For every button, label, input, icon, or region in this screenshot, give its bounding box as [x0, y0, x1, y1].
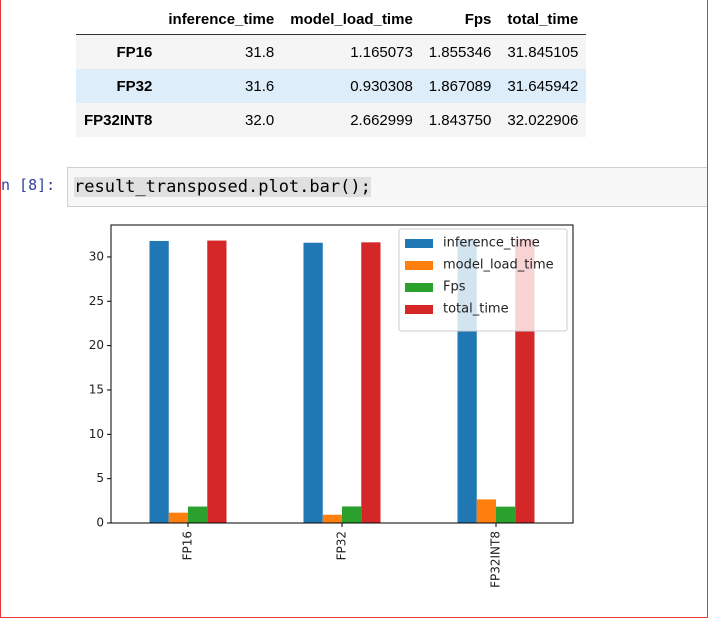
- plot-frame: [110, 224, 574, 524]
- x-tick-label: FP16: [181, 531, 195, 560]
- legend-label: model_load_time: [443, 258, 554, 273]
- legend-box: [398, 228, 568, 332]
- bar: [342, 506, 362, 523]
- y-tick-label: 30: [89, 249, 104, 263]
- legend-label: total_time: [443, 302, 509, 317]
- y-tick-label: 25: [89, 294, 104, 308]
- table-cell: 32.0: [245, 111, 275, 129]
- bar: [496, 506, 516, 523]
- bar: [476, 499, 496, 523]
- y-tick-label: 5: [96, 471, 104, 485]
- table-cell: 1.165073: [350, 43, 413, 61]
- table-cell: 2.662999: [350, 111, 413, 129]
- bar: [168, 512, 188, 523]
- table-cell: 31.8: [245, 43, 275, 61]
- legend-swatch: [405, 261, 433, 270]
- table-row: FP32 31.6 0.930308 1.867089 31.645942: [76, 69, 587, 103]
- table-row: FP16 31.8 1.165073 1.855346 31.845105: [76, 34, 587, 69]
- code: result_transposed.plot.bar();: [74, 177, 371, 197]
- result-table: inference_time model_load_time Fps total_ti…: [76, 4, 587, 137]
- table-cell: 1.843750: [428, 111, 492, 129]
- legend-swatch: [405, 239, 433, 248]
- row-index: FP16: [116, 43, 153, 61]
- table-cell: 1.867089: [428, 77, 492, 95]
- index-header: [76, 4, 161, 35]
- y-tick-label: 20: [89, 338, 104, 352]
- table-cell: 31.6: [245, 77, 275, 95]
- y-tick-label: 0: [96, 516, 104, 530]
- legend-label: Fps: [443, 280, 466, 295]
- legend-swatch: [405, 283, 433, 292]
- bar: [361, 242, 381, 523]
- table-cell: 31.645942: [507, 77, 579, 95]
- bar: [149, 240, 169, 523]
- bar: [188, 506, 208, 523]
- legend-label: inference_time: [443, 236, 540, 251]
- table-cell: 31.845105: [507, 43, 579, 61]
- x-tick-label: FP32INT8: [489, 531, 503, 588]
- code-cell[interactable]: result_transposed.plot.bar();: [67, 167, 707, 207]
- legend-swatch: [405, 305, 433, 314]
- table-cell: 32.022906: [507, 111, 579, 129]
- bar: [322, 514, 342, 523]
- bar: [207, 240, 227, 523]
- row-index: FP32: [116, 77, 153, 95]
- column-header: total_time: [499, 4, 587, 35]
- y-tick-label: 10: [89, 427, 104, 441]
- table-cell: 1.855346: [428, 43, 492, 61]
- table-cell: 0.930308: [350, 77, 413, 95]
- y-tick-label: 15: [89, 382, 104, 396]
- x-tick-label: FP32: [335, 531, 349, 560]
- row-index: FP32INT8: [84, 111, 153, 129]
- bar: [303, 242, 323, 523]
- table-row: FP32INT8 32.0 2.662999 1.843750 32.022906: [76, 103, 587, 137]
- cell-prompt: n [8]:: [1, 176, 56, 194]
- column-header: Fps: [420, 4, 500, 35]
- column-header: model_load_time: [282, 4, 421, 35]
- column-header: inference_time: [160, 4, 283, 35]
